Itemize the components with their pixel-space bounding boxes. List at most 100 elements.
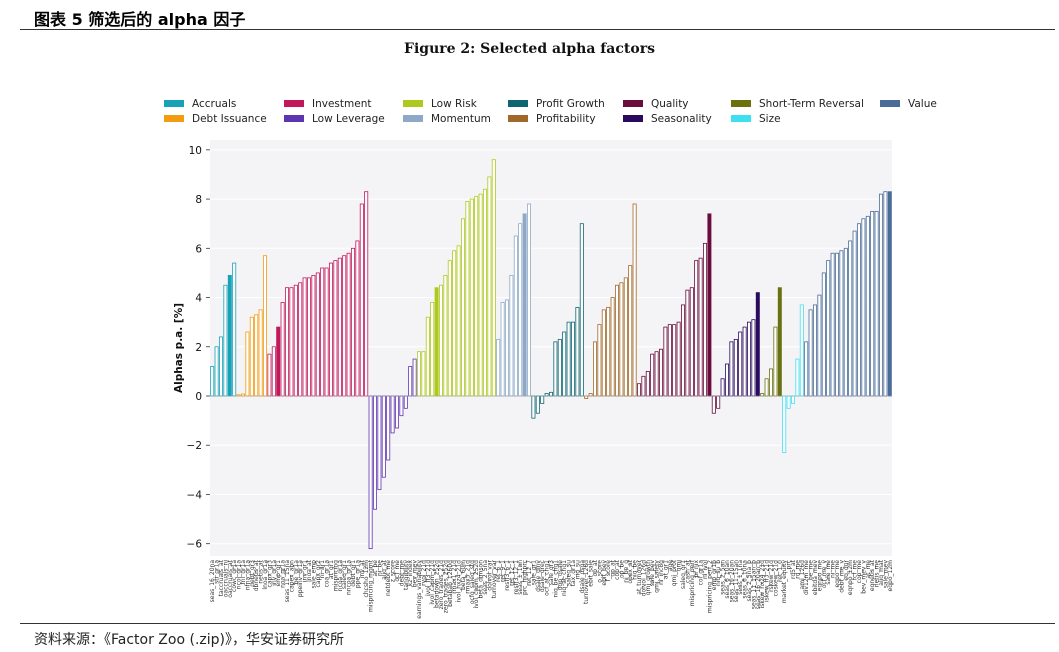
bar-quality-4 xyxy=(654,351,659,397)
bar-profit-growth-11 xyxy=(579,223,584,397)
x-tick-label: cop_me xyxy=(856,560,863,584)
x-tick-label: emp_gr1b xyxy=(711,560,718,590)
x-tick-label: ppeinv_gr1a xyxy=(297,560,304,597)
bar-low-leverage-0 xyxy=(368,395,373,550)
legend-swatch xyxy=(164,100,184,107)
bar-short-term-reversal-0 xyxy=(760,393,765,397)
bar-investment-4 xyxy=(285,287,289,397)
x-tick-label: seas_16_20an_b xyxy=(755,560,762,609)
bar-value-16 xyxy=(874,210,879,397)
x-tick-label: gp_at xyxy=(610,559,617,576)
bar-value-4 xyxy=(821,272,826,397)
x-tick-label: seas_2_5na xyxy=(482,560,489,595)
bar-investment-3 xyxy=(280,302,285,397)
x-tick-label: cop_at xyxy=(614,559,621,579)
x-tick-label: inv_gr1 xyxy=(302,560,309,582)
x-tick-label: sti_gr1a xyxy=(214,560,221,584)
x-tick-label: at_be xyxy=(372,560,379,577)
x-tick-label: opex_at xyxy=(627,559,634,583)
x-tick-label: eq_dur xyxy=(843,559,850,580)
legend-item-quality: Quality xyxy=(623,98,689,110)
bar-momentum-1 xyxy=(500,302,505,397)
x-tick-label: seas_11_15an_b xyxy=(750,560,757,609)
bar-low-risk-12 xyxy=(469,198,474,397)
bar-investment-5 xyxy=(289,287,294,397)
bar-profitability-10 xyxy=(628,265,633,397)
x-tick-label: nncoa_gr1a xyxy=(346,560,353,595)
bar-debt-issuance-2 xyxy=(245,331,250,397)
x-tick-label: eqnpo_12m xyxy=(847,560,854,595)
bar-debt-issuance-5 xyxy=(258,309,263,397)
bar-investment-15 xyxy=(333,260,338,397)
bar-size-3 xyxy=(795,358,800,397)
x-tick-label: dbnetis_at xyxy=(253,559,260,591)
bar-low-leverage-6 xyxy=(395,395,399,429)
bar-quality-8 xyxy=(672,324,677,397)
x-tick-label: rd_me xyxy=(794,560,801,579)
bar-low-risk-15 xyxy=(483,188,487,397)
bar-quality-18 xyxy=(716,395,721,409)
bar-quality-2 xyxy=(645,370,650,397)
x-tick-label: betabab_1260d xyxy=(447,560,454,607)
x-tick-label: o_score xyxy=(596,560,603,583)
legend-label: Investment xyxy=(312,98,371,110)
bar-low-leverage-7 xyxy=(399,395,404,417)
bar-profitability-5 xyxy=(606,306,611,397)
x-tick-label: nfna_gr1a xyxy=(244,560,251,590)
x-tick-label: debt_gr3 xyxy=(249,560,256,587)
x-tick-label: eqnpo_me xyxy=(816,560,823,592)
x-tick-label: debt_me xyxy=(398,560,405,587)
bar-investment-22 xyxy=(364,191,369,397)
bar-investment-8 xyxy=(302,277,307,397)
bar-investment-7 xyxy=(298,282,303,397)
x-tick-label: niq_be xyxy=(632,560,639,580)
bar-low-leverage-5 xyxy=(390,395,395,434)
bar-low-risk-4 xyxy=(434,287,439,397)
bar-seasonality-2 xyxy=(729,341,734,397)
x-tick-label: be_gr1a xyxy=(293,560,300,585)
bar-profit-growth-0 xyxy=(531,395,536,419)
x-tick-label: seas_16_20an xyxy=(728,560,735,603)
x-tick-label: ivol_capm_21d xyxy=(429,560,436,605)
x-tick-label: ivol_hxz4_21d xyxy=(456,560,463,603)
bar-profitability-9 xyxy=(623,277,628,397)
x-tick-label: sale_mev xyxy=(882,560,889,589)
x-tick-labels: seas_16_20nasti_gr1ataccruals_atoaccrual… xyxy=(209,559,894,619)
x-tick-label: lnoa_gr1a xyxy=(262,560,269,590)
x-tick-label: ni_inc8q xyxy=(658,560,665,585)
x-tick-label: resff3_6_1 xyxy=(504,560,511,591)
legend-label: Accruals xyxy=(192,98,236,110)
x-tick-label: debt_gr1 xyxy=(350,560,357,587)
x-tick-label: zero_trades_252d xyxy=(442,560,449,613)
x-tick-label: noa_gr1a xyxy=(280,560,287,588)
bar-accruals-4 xyxy=(227,274,232,397)
x-tick-label: chcsho_12m xyxy=(363,560,370,598)
bar-low-risk-14 xyxy=(478,193,483,397)
bar-profit-growth-3 xyxy=(544,393,549,397)
legend-item-profitability: Profitability xyxy=(508,113,596,125)
x-tick-label: ret_6_1 xyxy=(495,560,502,582)
x-tick-label: ret_9_1 xyxy=(500,560,507,582)
bar-quality-10 xyxy=(681,304,685,397)
bar-profit-growth-5 xyxy=(553,341,558,397)
bar-size-1 xyxy=(786,395,791,409)
bar-profit-growth-9 xyxy=(571,321,575,397)
x-tick-label: earnings_variability xyxy=(416,560,423,619)
bar-size-2 xyxy=(791,395,795,404)
x-tick-label: eqpo_12m xyxy=(887,560,894,592)
bar-accruals-5 xyxy=(232,262,237,397)
x-tick-label: eqnetis_at xyxy=(869,559,876,591)
bar-investment-1 xyxy=(271,346,276,397)
x-tick-label: iskew_ff3_21d xyxy=(764,560,771,602)
x-tick-label: seas_16_20na xyxy=(209,560,216,603)
x-tick-label: inv_gr1a xyxy=(271,560,278,586)
bar-investment-11 xyxy=(315,272,320,397)
bar-seasonality-0 xyxy=(720,378,725,397)
x-tick-label: rmax5_21d xyxy=(464,560,471,594)
x-tick-label: ni_ivol xyxy=(702,560,709,579)
x-tick-label: tangibility xyxy=(403,560,410,590)
bar-quality-11 xyxy=(685,289,690,397)
x-tick-label: mispricing_mgmt xyxy=(368,559,375,612)
legend-label: Low Leverage xyxy=(312,113,385,125)
bar-value-19 xyxy=(887,191,892,397)
